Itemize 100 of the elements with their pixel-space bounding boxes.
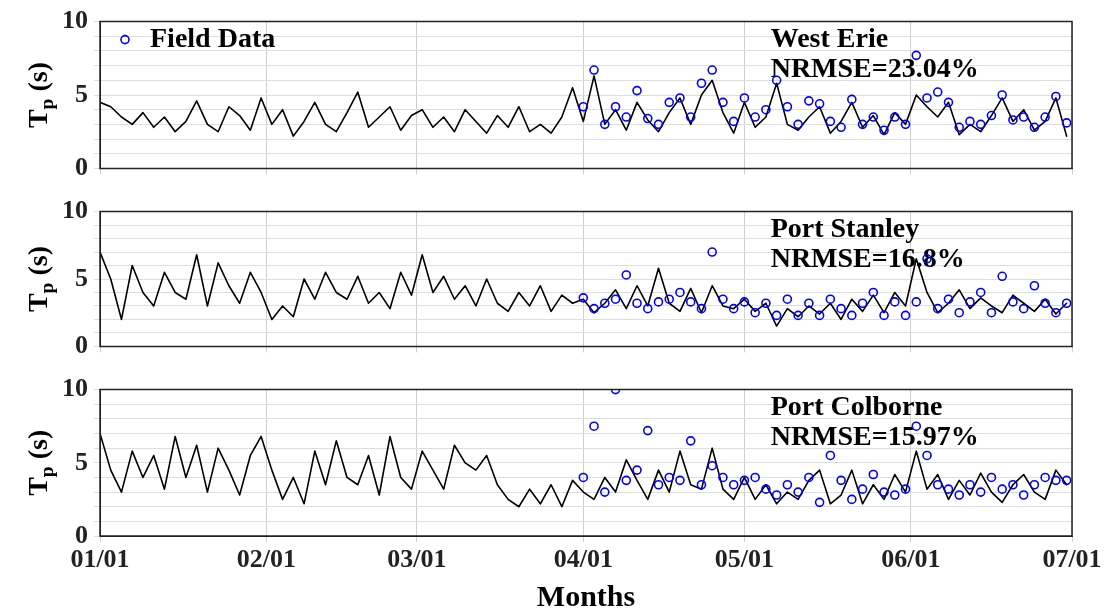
point (900, 119, 911, 130)
point (986, 307, 997, 318)
point (1040, 112, 1050, 122)
point (696, 479, 707, 490)
x-tick-label: 07/01 (1042, 544, 1102, 574)
point (739, 475, 750, 486)
point (793, 310, 803, 321)
point (642, 303, 653, 314)
point (578, 293, 589, 303)
point (954, 122, 965, 133)
point (632, 85, 642, 96)
point (932, 87, 943, 97)
point (589, 65, 599, 75)
point (793, 119, 803, 130)
point (900, 310, 911, 321)
point (653, 479, 664, 490)
point (1008, 479, 1018, 490)
point (1051, 91, 1061, 102)
point (889, 297, 900, 307)
y-axis-title: Tp (s) (22, 245, 58, 313)
point (610, 101, 621, 112)
point (750, 112, 760, 122)
y-tick-label: 5 (75, 446, 88, 476)
point (825, 294, 836, 305)
point (879, 125, 889, 136)
point (675, 475, 685, 486)
x-tick-label: 03/01 (387, 544, 447, 574)
point (900, 484, 911, 494)
point (847, 310, 857, 321)
point (879, 310, 889, 321)
point (943, 294, 954, 305)
point (954, 490, 965, 500)
x-tick-label: 04/01 (553, 544, 613, 574)
point (804, 298, 814, 309)
point (739, 93, 750, 103)
point (793, 487, 803, 497)
point (771, 490, 782, 500)
annotation: Port Colborne (770, 389, 943, 421)
point (814, 310, 825, 321)
point (632, 298, 642, 309)
x-tick-label: 02/01 (236, 544, 297, 574)
point (728, 303, 739, 314)
y-axis-title: Tp (s) (22, 429, 58, 496)
point (997, 90, 1007, 100)
point (685, 436, 696, 446)
point (804, 96, 814, 106)
point (868, 287, 879, 298)
annotation: West Erie (770, 21, 889, 53)
point (986, 472, 997, 483)
point (578, 101, 589, 112)
point (632, 465, 642, 475)
point (664, 294, 675, 305)
point (675, 287, 685, 298)
point (642, 425, 653, 436)
point (1029, 122, 1040, 133)
point (1051, 475, 1061, 486)
point (857, 298, 868, 309)
point (836, 475, 846, 486)
point (718, 97, 728, 108)
y-tick-label: 0 (75, 330, 88, 360)
point (857, 484, 868, 494)
point (621, 270, 632, 280)
point (707, 247, 717, 257)
point (1051, 307, 1061, 318)
legend-label: Field Data (150, 21, 276, 53)
point (889, 112, 900, 122)
point (1040, 472, 1050, 483)
point (943, 97, 954, 108)
point (975, 287, 986, 298)
annotation: NRMSE=23.04% (770, 51, 979, 83)
point (718, 294, 728, 305)
point (578, 472, 589, 483)
point (761, 484, 771, 494)
annotation: Port Stanley (770, 211, 920, 243)
point (911, 297, 922, 307)
point (847, 494, 857, 505)
point (1018, 490, 1029, 500)
point (664, 97, 675, 108)
point (750, 472, 760, 483)
point (600, 487, 610, 497)
point (1029, 280, 1040, 291)
point (825, 116, 836, 127)
point (804, 472, 814, 483)
point (664, 472, 675, 483)
point (922, 93, 932, 103)
point (782, 294, 793, 305)
x-tick-label: 06/01 (881, 544, 941, 574)
point (986, 110, 997, 121)
point (1061, 298, 1072, 309)
point (728, 116, 739, 127)
point (653, 119, 664, 130)
point (922, 450, 932, 461)
point (707, 65, 717, 75)
point (1061, 118, 1072, 128)
point (868, 112, 879, 122)
point (685, 297, 696, 307)
point (707, 460, 717, 471)
point (857, 119, 868, 130)
point (761, 104, 771, 115)
y-tick-label: 10 (62, 195, 88, 225)
